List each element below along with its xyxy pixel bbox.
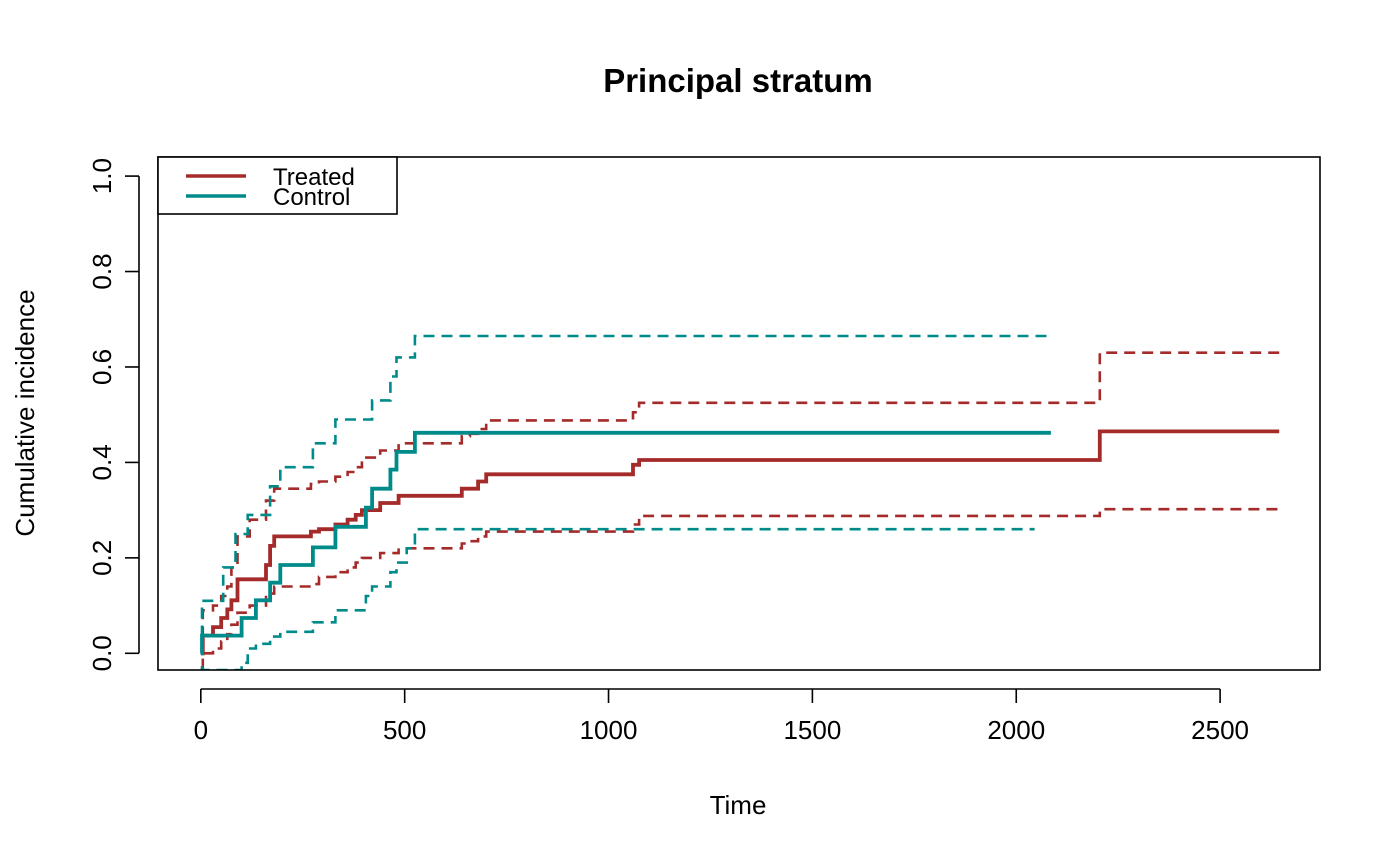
y-tick-label: 0.6 <box>87 349 117 385</box>
treated-upper-ci-line <box>200 351 1280 655</box>
x-axis-label: Time <box>710 790 767 820</box>
legend: Treated Control <box>157 156 398 215</box>
x-tick-label: 500 <box>383 715 426 745</box>
control-lower-ci-line <box>200 527 1035 670</box>
y-tick-label: 0.2 <box>87 540 117 576</box>
x-axis: 0 500 1000 1500 2000 2500 <box>194 688 1249 745</box>
legend-control-label: Control <box>273 184 350 211</box>
y-axis: 0.0 0.2 0.4 0.6 0.8 1.0 <box>87 158 140 671</box>
control-upper-ci-line <box>200 334 1051 655</box>
treated-line <box>200 429 1280 656</box>
legend-treated-label: Treated <box>273 164 355 191</box>
y-axis-label: Cumulative incidence <box>10 289 40 536</box>
treated-lower-ci-line <box>200 507 1280 669</box>
series-group <box>200 334 1280 670</box>
legend-box <box>157 156 398 215</box>
plot-frame <box>157 156 1321 671</box>
x-tick-label: 1500 <box>783 715 841 745</box>
y-tick-label: 0.0 <box>87 635 117 671</box>
chart-title: Principal stratum <box>603 62 873 99</box>
x-tick-label: 0 <box>194 715 208 745</box>
y-tick-label: 0.4 <box>87 444 117 480</box>
x-tick-label: 2500 <box>1191 715 1249 745</box>
y-tick-label: 0.8 <box>87 253 117 289</box>
y-tick-label: 1.0 <box>87 158 117 194</box>
x-tick-label: 1000 <box>580 715 638 745</box>
x-tick-label: 2000 <box>987 715 1045 745</box>
plot-area <box>200 334 1280 670</box>
control-line <box>200 430 1051 656</box>
